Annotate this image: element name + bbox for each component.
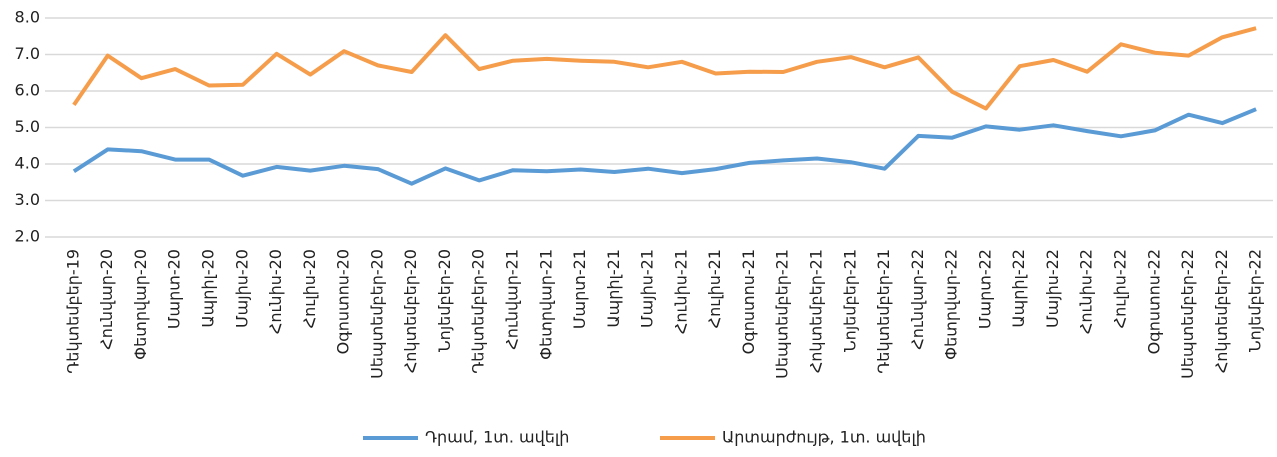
y-tick-label: 2.0 (15, 227, 40, 246)
x-tick-label: Օգոստոս-21 (739, 249, 758, 354)
x-tick-label: Ապրիլ-21 (604, 249, 623, 328)
x-tick-label: Հունիս-20 (266, 249, 285, 334)
x-tick-label: Ապրիլ-22 (1009, 249, 1028, 328)
x-tick-label: Հուլիս-21 (705, 249, 724, 328)
x-tick-label: Սեպտեմբեր-21 (773, 249, 792, 379)
x-tick-label: Ապրիլ-20 (199, 249, 218, 328)
legend-label: Դրամ, 1տ. ավելի (425, 428, 569, 447)
x-tick-label: Հունիս-21 (671, 249, 690, 334)
legend-label: Արտարժույթ, 1տ. ավելի (722, 428, 926, 447)
x-tick-label: Նոյեմբեր-20 (435, 249, 454, 352)
x-tick-label: Դեկտեմբեր-21 (874, 249, 893, 374)
y-tick-label: 8.0 (15, 8, 40, 27)
x-tick-label: Հունվար-22 (908, 249, 927, 350)
x-tick-label: Մայիս-22 (1043, 249, 1062, 328)
y-tick-label: 7.0 (15, 44, 40, 63)
x-tick-label: Հուլիս-22 (1111, 249, 1130, 328)
y-tick-label: 4.0 (15, 154, 40, 173)
x-tick-label: Սեպտեմբեր-20 (367, 249, 386, 379)
y-tick-label: 6.0 (15, 81, 40, 100)
x-tick-label: Օգոստոս-22 (1144, 249, 1163, 354)
x-tick-label: Մարտ-20 (165, 249, 184, 329)
y-tick-label: 5.0 (15, 117, 40, 136)
x-tick-label: Հուլիս-20 (300, 249, 319, 328)
x-tick-label: Մարտ-21 (570, 249, 589, 329)
x-tick-label: Հոկտեմբեր-20 (401, 249, 420, 373)
x-tick-label: Հունվար-20 (97, 249, 116, 350)
x-tick-label: Մարտ-22 (975, 249, 994, 329)
x-tick-label: Մայիս-20 (232, 249, 251, 328)
x-tick-label: Դեկտեմբեր-19 (63, 249, 82, 374)
x-tick-label: Նոյեմբեր-22 (1246, 249, 1265, 352)
y-tick-label: 3.0 (15, 190, 40, 209)
x-tick-label: Հունվար-21 (503, 249, 522, 350)
series-line (72, 107, 1257, 186)
series-line (72, 26, 1257, 111)
x-tick-label: Մայիս-21 (638, 249, 657, 328)
x-tick-label: Հոկտեմբեր-21 (807, 249, 826, 373)
x-tick-label: Օգոստոս-20 (334, 249, 353, 354)
x-tick-label: Փետրվար-20 (131, 249, 150, 360)
x-tick-label: Նոյեմբեր-21 (840, 249, 859, 352)
x-tick-label: Փետրվար-21 (536, 249, 555, 360)
x-tick-label: Դեկտեմբեր-20 (469, 249, 488, 374)
x-tick-label: Հոկտեմբեր-22 (1212, 249, 1231, 373)
x-tick-label: Փետրվար-22 (942, 249, 961, 360)
x-tick-label: Հունիս-22 (1077, 249, 1096, 334)
x-tick-label: Սեպտեմբեր-22 (1178, 249, 1197, 379)
